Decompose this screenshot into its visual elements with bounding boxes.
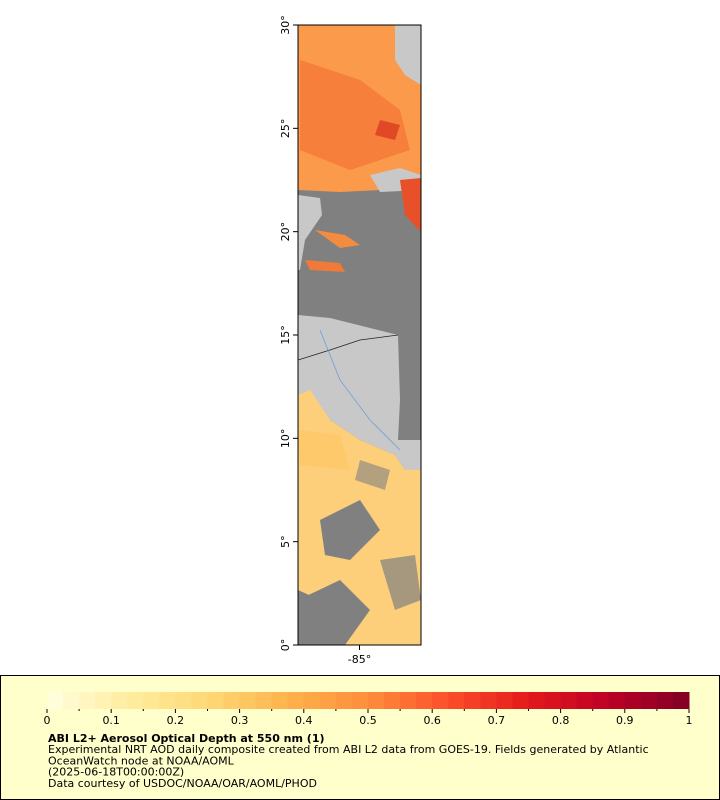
colorbar-segment [544, 692, 562, 709]
y-tick-label: 0° [279, 639, 292, 652]
colorbar-segment [351, 692, 369, 709]
colorbar-tick-label: 0.9 [616, 714, 634, 727]
colorbar-segment [239, 692, 257, 709]
y-tick-label: 25° [279, 119, 292, 139]
colorbar-segment [175, 692, 192, 709]
colorbar-segment [159, 692, 176, 709]
colorbar-segment [303, 692, 321, 709]
colorbar-segment [480, 692, 497, 709]
colorbar-segment [512, 692, 529, 709]
colorbar-segment [560, 692, 578, 709]
colorbar-tick-label: 0.7 [488, 714, 506, 727]
legend-line: Experimental NRT AOD daily composite cre… [48, 743, 649, 756]
legend-line: (2025-06-18T00:00:00Z) [48, 766, 184, 779]
colorbar-segment [95, 692, 112, 709]
colorbar-segment [432, 692, 449, 709]
colorbar-segment [528, 692, 546, 709]
colorbar-segment [255, 692, 273, 709]
colorbar-segment [335, 692, 353, 709]
colorbar-segment [79, 692, 96, 709]
colorbar-segment [191, 692, 208, 709]
x-tick-label: -85° [348, 653, 371, 666]
colorbar-segment [464, 692, 481, 709]
colorbar-segment [287, 692, 305, 709]
colorbar-segment [576, 692, 594, 709]
y-tick-label: 10° [279, 429, 292, 449]
colorbar-tick-label: 0.4 [295, 714, 313, 727]
colorbar-tick-label: 0.5 [359, 714, 377, 727]
legend-title: ABI L2+ Aerosol Optical Depth at 550 nm … [48, 732, 325, 745]
y-tick-label: 20° [279, 222, 292, 242]
colorbar-segment [672, 692, 690, 709]
colorbar-tick-label: 0.2 [167, 714, 185, 727]
y-tick-label: 30° [279, 15, 292, 35]
colorbar-segment [416, 692, 433, 709]
colorbar-segment [656, 692, 674, 709]
colorbar-segment [624, 692, 642, 709]
colorbar-segment [640, 692, 658, 709]
colorbar-segment [223, 692, 241, 709]
colorbar-tick-label: 0.8 [552, 714, 570, 727]
colorbar-segment [127, 692, 144, 709]
colorbar-segment [368, 692, 385, 709]
colorbar-tick-label: 0.3 [231, 714, 249, 727]
y-tick-label: 5° [279, 535, 292, 548]
colorbar-segment [384, 692, 401, 709]
colorbar-segment [47, 692, 64, 709]
colorbar-segment [608, 692, 626, 709]
map-image [298, 25, 421, 645]
colorbar-segment [448, 692, 465, 709]
legend-line: Data courtesy of USDOC/NOAA/OAR/AOML/PHO… [48, 777, 317, 790]
legend-line: OceanWatch node at NOAA/AOML [48, 754, 235, 767]
colorbar-segment [207, 692, 225, 709]
colorbar-tick-label: 0.1 [102, 714, 120, 727]
y-tick-label: 15° [279, 325, 292, 345]
colorbar-tick-label: 0.6 [423, 714, 441, 727]
colorbar-segment [271, 692, 289, 709]
colorbar-tick-label: 0 [44, 714, 51, 727]
colorbar-segment [319, 692, 337, 709]
colorbar-segment [400, 692, 417, 709]
colorbar-segment [111, 692, 128, 709]
colorbar-tick-label: 1 [686, 714, 693, 727]
colorbar-segment [592, 692, 610, 709]
colorbar-segment [496, 692, 513, 709]
colorbar-segment [63, 692, 80, 709]
colorbar-segment [143, 692, 160, 709]
